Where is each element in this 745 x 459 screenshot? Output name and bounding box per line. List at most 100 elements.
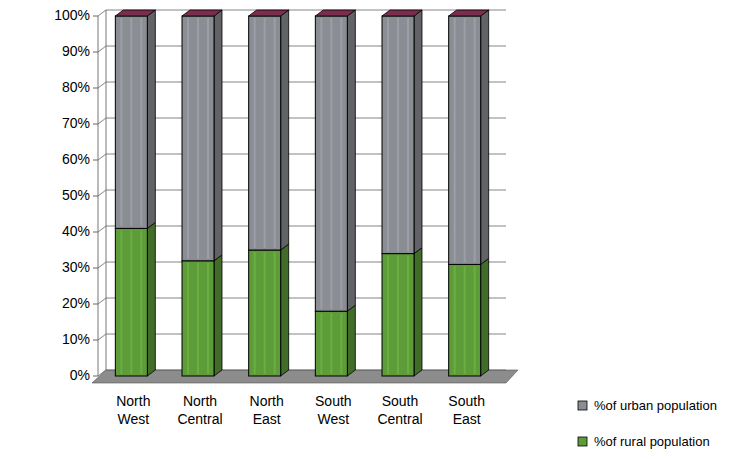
bar-texture bbox=[264, 18, 266, 248]
legend-label: %of rural population bbox=[594, 434, 710, 449]
bar-top bbox=[315, 10, 355, 16]
bar-texture bbox=[264, 252, 266, 374]
bar-texture bbox=[130, 18, 132, 226]
bar bbox=[182, 261, 214, 376]
tick bbox=[93, 304, 98, 305]
bar bbox=[315, 16, 347, 311]
category-line: South bbox=[315, 393, 352, 409]
category-label: SouthCentral bbox=[377, 393, 422, 427]
tick bbox=[93, 52, 98, 53]
bar bbox=[449, 264, 481, 376]
bar-texture bbox=[207, 18, 209, 259]
tick-label: 100% bbox=[54, 7, 90, 23]
grid-line bbox=[98, 262, 506, 268]
tick-label: 70% bbox=[62, 115, 90, 131]
bar-texture bbox=[330, 313, 332, 374]
tick bbox=[93, 16, 98, 17]
bar-texture bbox=[120, 230, 122, 374]
category-line: East bbox=[453, 411, 481, 427]
category-label: South West bbox=[315, 393, 352, 427]
bar-texture bbox=[474, 266, 476, 374]
tick bbox=[93, 160, 98, 161]
bar-texture bbox=[120, 18, 122, 226]
bar-top bbox=[115, 10, 155, 16]
bar-texture bbox=[464, 18, 466, 262]
bar-texture bbox=[197, 263, 199, 374]
category-line: West bbox=[118, 411, 150, 427]
bar-texture bbox=[340, 18, 342, 309]
bar-texture bbox=[320, 313, 322, 374]
bar bbox=[182, 16, 214, 261]
bar-texture bbox=[340, 313, 342, 374]
tick bbox=[93, 124, 98, 125]
legend-swatch bbox=[578, 401, 587, 410]
tick-label: 80% bbox=[62, 79, 90, 95]
bar-texture bbox=[397, 18, 399, 252]
bar-texture bbox=[407, 18, 409, 252]
bar-side bbox=[147, 10, 155, 228]
tick-label: 0% bbox=[70, 367, 90, 383]
tick bbox=[93, 196, 98, 197]
bar-side bbox=[281, 10, 289, 250]
grid-line bbox=[98, 82, 506, 88]
category-line: Central bbox=[377, 411, 422, 427]
bar-texture bbox=[187, 18, 189, 259]
bar-texture bbox=[330, 18, 332, 309]
grid-line bbox=[98, 298, 506, 304]
bar-texture bbox=[320, 18, 322, 309]
bar-texture bbox=[474, 18, 476, 262]
bar-texture bbox=[387, 18, 389, 252]
bar-top bbox=[182, 10, 222, 16]
bar bbox=[115, 228, 147, 376]
bar-texture bbox=[130, 230, 132, 374]
grid-line bbox=[98, 154, 506, 160]
bar-top bbox=[249, 10, 289, 16]
category-label: South East bbox=[448, 393, 485, 427]
bar bbox=[382, 16, 414, 254]
bar-side bbox=[281, 244, 289, 376]
bar bbox=[315, 311, 347, 376]
tick-label: 40% bbox=[62, 223, 90, 239]
tick bbox=[93, 88, 98, 89]
bar-texture bbox=[254, 18, 256, 248]
bar bbox=[249, 16, 281, 250]
bar-texture bbox=[407, 256, 409, 374]
tick bbox=[93, 376, 98, 377]
bar bbox=[382, 254, 414, 376]
tick-label: 20% bbox=[62, 295, 90, 311]
bar-texture bbox=[140, 230, 142, 374]
bar-side bbox=[347, 305, 355, 376]
bar-side bbox=[481, 258, 489, 376]
tick bbox=[93, 340, 98, 341]
bar-texture bbox=[397, 256, 399, 374]
bar-top bbox=[382, 10, 422, 16]
grid-line bbox=[98, 334, 506, 340]
bars bbox=[115, 10, 488, 376]
category-line: Central bbox=[177, 411, 222, 427]
category-label: NorthEast bbox=[250, 393, 284, 427]
bar-side bbox=[214, 255, 222, 376]
tick bbox=[93, 232, 98, 233]
category-line: North bbox=[116, 393, 150, 409]
grid-line bbox=[98, 226, 506, 232]
grid-line bbox=[98, 370, 506, 376]
bar bbox=[249, 250, 281, 376]
tick-label: 50% bbox=[62, 187, 90, 203]
legend-swatch bbox=[578, 437, 587, 446]
bar-texture bbox=[187, 263, 189, 374]
bar-side bbox=[147, 222, 155, 376]
bar-texture bbox=[197, 18, 199, 259]
tick bbox=[93, 268, 98, 269]
bar-side bbox=[214, 10, 222, 261]
category-line: South bbox=[448, 393, 485, 409]
grid-line bbox=[98, 190, 506, 196]
tick-label: 90% bbox=[62, 43, 90, 59]
category-label: North West bbox=[116, 393, 150, 427]
bar-side bbox=[414, 248, 422, 376]
grid-line bbox=[98, 10, 506, 16]
bar-texture bbox=[274, 252, 276, 374]
category-line: West bbox=[318, 411, 350, 427]
bar-texture bbox=[464, 266, 466, 374]
category-line: North bbox=[183, 393, 217, 409]
bar-side bbox=[481, 10, 489, 264]
